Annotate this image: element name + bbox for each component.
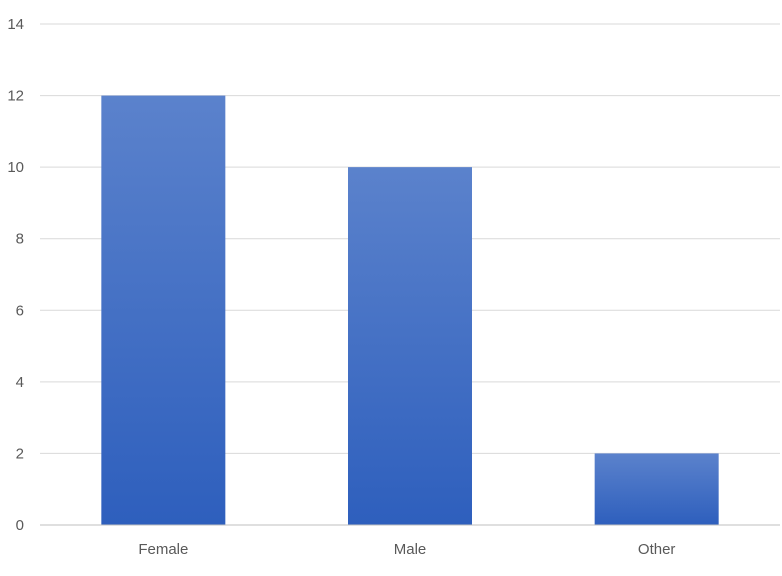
bar-female	[101, 95, 226, 526]
y-tick-label: 4	[16, 374, 24, 391]
tick-labels: 0 2 4 6 8 10 12 14 Female Male Other	[7, 16, 675, 558]
y-tick-label: 12	[7, 88, 24, 105]
x-tick-label: Other	[638, 541, 676, 558]
bar-other	[594, 453, 719, 525]
y-tick-label: 6	[16, 302, 24, 319]
y-tick-label: 10	[7, 159, 24, 176]
y-tick-label: 14	[7, 16, 24, 33]
y-tick-label: 2	[16, 445, 24, 462]
y-tick-label: 0	[16, 517, 24, 534]
bar-male	[348, 167, 472, 525]
x-tick-label: Female	[138, 541, 188, 558]
y-tick-label: 8	[16, 231, 24, 248]
x-tick-label: Male	[394, 541, 427, 558]
bars	[101, 95, 719, 526]
